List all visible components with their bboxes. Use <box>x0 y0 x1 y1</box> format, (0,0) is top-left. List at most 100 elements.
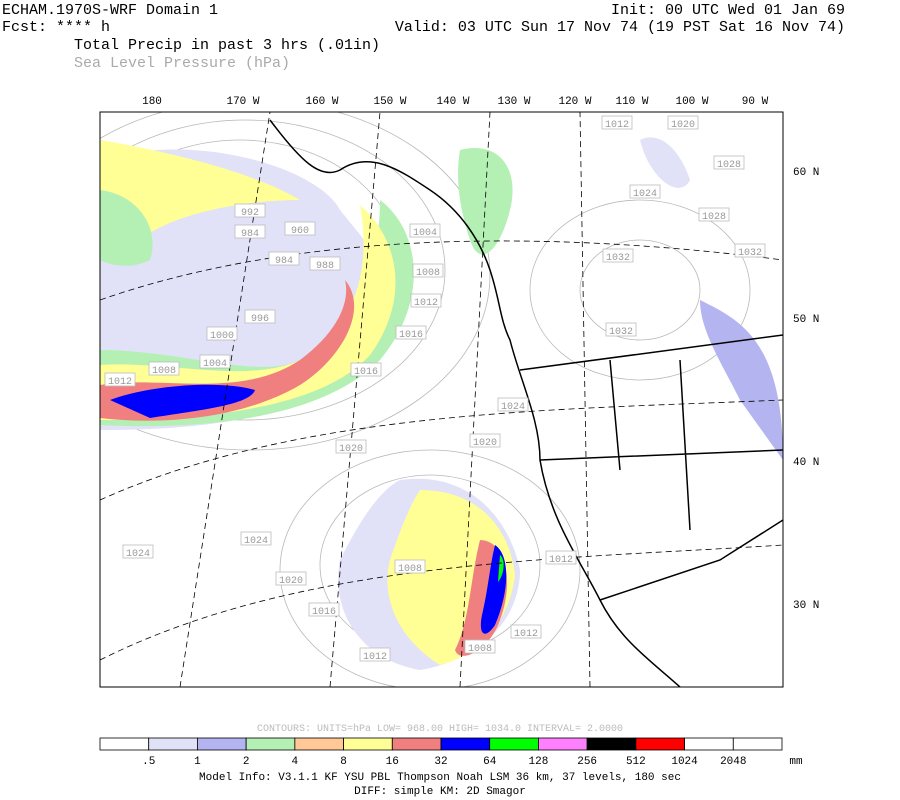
colorbar-label: 2 <box>243 756 250 768</box>
pressure-label-box <box>275 571 307 586</box>
pressure-label: 1016 <box>399 330 423 341</box>
pressure-label-box <box>148 361 180 376</box>
pressure-label-box <box>350 362 382 377</box>
pressure-label: 1008 <box>398 564 422 575</box>
colorbar-swatch <box>586 737 637 751</box>
pressure-label: 1028 <box>702 212 726 223</box>
pressure-label-box <box>464 639 496 654</box>
colorbar-label: 8 <box>340 756 347 768</box>
lon-label: 180 <box>142 96 162 108</box>
pressure-label: 1028 <box>717 160 741 171</box>
colorbar-swatch <box>635 737 685 751</box>
lon-label: 100 W <box>675 96 708 108</box>
pressure-label-box <box>629 184 661 199</box>
colorbar-swatch <box>391 737 442 751</box>
lon-label: 130 W <box>497 96 530 108</box>
colorbar-swatch <box>294 737 344 751</box>
pressure-label-box <box>605 322 637 337</box>
pressure-label-box <box>545 550 577 565</box>
colorbar-swatch <box>732 737 783 751</box>
pressure-label-box <box>308 602 340 617</box>
pressure-label: 960 <box>291 226 309 237</box>
pressure-label: 1024 <box>126 549 150 560</box>
colorbar-swatch <box>440 737 491 751</box>
pressure-label: 1008 <box>468 644 492 655</box>
colorbar-swatch <box>489 737 539 751</box>
pressure-label: 1000 <box>210 331 234 342</box>
lon-label: 120 W <box>558 96 591 108</box>
colorbar-label: .5 <box>142 756 155 768</box>
pressure-label-box <box>410 293 442 308</box>
pressure-label-box <box>206 326 238 341</box>
header-valid: Valid: 03 UTC Sun 17 Nov 74 (19 PST Sat … <box>395 19 845 36</box>
pressure-label-box <box>199 354 231 369</box>
pressure-label: 984 <box>241 229 259 240</box>
colorbar-label: 1 <box>194 756 201 768</box>
contour-info: CONTOURS: UNITS=hPa LOW= 968.00 HIGH= 10… <box>257 723 623 735</box>
model-info: Model Info: V3.1.1 KF YSU PBL Thompson N… <box>199 772 681 784</box>
pressure-label-box <box>309 256 341 271</box>
colorbar-swatch <box>538 737 588 751</box>
lon-label: 170 W <box>226 96 259 108</box>
pressure-label: 1012 <box>605 120 629 131</box>
colorbar-swatch <box>684 737 734 751</box>
pressure-label-box <box>268 251 300 266</box>
pressure-label: 988 <box>316 261 334 272</box>
pressure-label-box <box>234 224 266 239</box>
pressure-label: 1032 <box>609 327 633 338</box>
lon-label: 150 W <box>373 96 406 108</box>
pressure-label-box <box>734 243 766 258</box>
map-area <box>100 112 783 687</box>
lat-label: 40 N <box>793 457 819 469</box>
lon-label: 160 W <box>305 96 338 108</box>
header-title: ECHAM.1970S-WRF Domain 1 <box>2 2 218 19</box>
pressure-label: 1004 <box>203 359 227 370</box>
colorbar-label: 4 <box>292 756 299 768</box>
pressure-label-box <box>713 155 745 170</box>
pressure-label: 1020 <box>339 444 363 455</box>
colorbar-label: 2048 <box>720 756 746 768</box>
lon-label: 140 W <box>436 96 469 108</box>
pressure-label: 996 <box>251 314 269 325</box>
colorbar-swatch <box>99 737 150 751</box>
colorbar-swatch <box>197 737 247 751</box>
pressure-label-box <box>394 559 426 574</box>
colorbar-swatch <box>245 737 296 751</box>
pressure-label-box <box>409 223 441 238</box>
pressure-label: 1016 <box>312 607 336 618</box>
header-init: Init: 00 UTC Wed 01 Jan 69 <box>611 2 845 19</box>
pressure-label-box <box>667 115 699 130</box>
pressure-label-box <box>469 433 501 448</box>
pressure-label: 1024 <box>633 189 657 200</box>
pressure-label-box <box>602 248 634 263</box>
pressure-label: 1012 <box>514 629 538 640</box>
pressure-label-box <box>359 647 391 662</box>
pressure-label-box <box>510 624 542 639</box>
pressure-label-box <box>395 325 427 340</box>
pressure-label-box <box>104 372 136 387</box>
pressure-label-box <box>335 439 367 454</box>
pressure-label: 1016 <box>354 367 378 378</box>
pressure-label-box <box>497 397 529 412</box>
field-slp: Sea Level Pressure (hPa) <box>74 55 290 72</box>
pressure-label: 1020 <box>279 576 303 587</box>
colorbar-swatch <box>148 737 198 751</box>
diff-info: DIFF: simple KM: 2D Smagor <box>354 786 526 798</box>
colorbar-label: 128 <box>529 756 549 768</box>
pressure-label: 1012 <box>414 298 438 309</box>
colorbar-label: 256 <box>577 756 597 768</box>
pressure-label: 1024 <box>244 536 268 547</box>
pressure-label: 1024 <box>501 402 525 413</box>
pressure-label: 1012 <box>363 652 387 663</box>
map-frame <box>99 111 784 688</box>
colorbar-label: 1024 <box>671 756 698 768</box>
lon-label: 110 W <box>615 96 648 108</box>
header-fcst: Fcst: **** h <box>2 19 110 36</box>
field-precip: Total Precip in past 3 hrs (.01in) <box>74 37 380 54</box>
pressure-label-box <box>284 221 316 236</box>
pressure-label-box <box>234 203 266 218</box>
pressure-label: 1012 <box>549 555 573 566</box>
pressure-label: 984 <box>275 256 293 267</box>
pressure-label-box <box>240 531 272 546</box>
